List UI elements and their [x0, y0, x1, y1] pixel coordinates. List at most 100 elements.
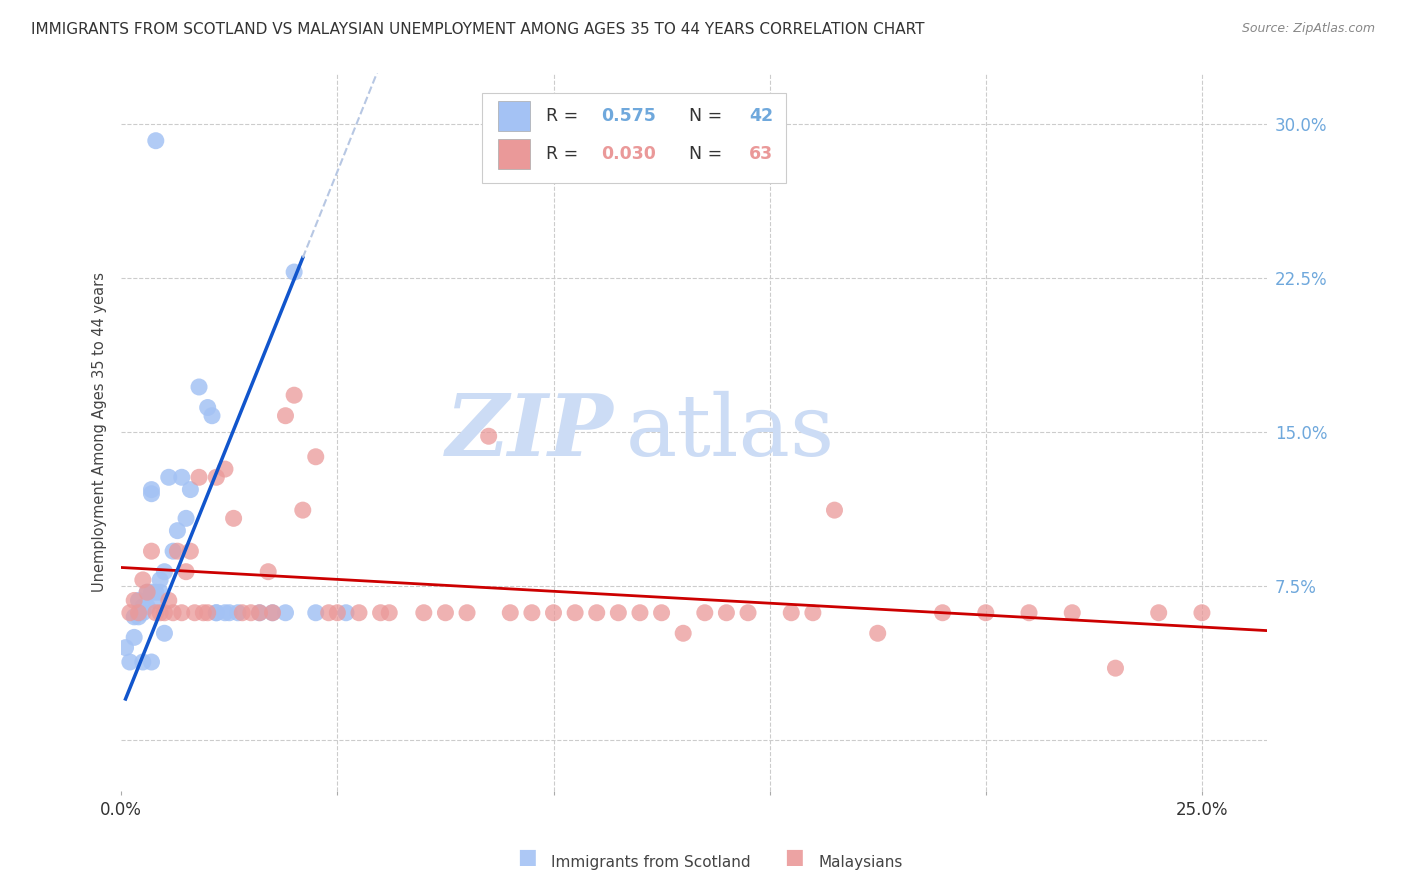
Point — [318, 606, 340, 620]
Point — [179, 483, 201, 497]
Point — [188, 380, 211, 394]
Point — [174, 565, 197, 579]
Point — [149, 585, 172, 599]
Point — [145, 593, 167, 607]
Point — [1191, 606, 1213, 620]
Point — [214, 606, 236, 620]
Point — [257, 565, 280, 579]
Point — [335, 606, 357, 620]
Point — [628, 606, 651, 620]
Point — [716, 606, 738, 620]
Point — [693, 606, 716, 620]
Point — [122, 593, 145, 607]
Point — [283, 265, 305, 279]
Point — [205, 470, 228, 484]
Point — [249, 606, 271, 620]
Point — [193, 606, 215, 620]
Point — [205, 606, 228, 620]
Text: Malaysians: Malaysians — [818, 855, 903, 870]
Point — [201, 409, 224, 423]
Point — [145, 606, 167, 620]
Point — [128, 606, 150, 620]
Point — [174, 511, 197, 525]
Point — [262, 606, 284, 620]
Text: ■: ■ — [785, 847, 804, 866]
Point — [412, 606, 434, 620]
Point — [326, 606, 349, 620]
Point — [128, 593, 150, 607]
Point — [166, 544, 188, 558]
Text: 0.575: 0.575 — [602, 107, 657, 125]
Point — [974, 606, 997, 620]
Point — [157, 470, 180, 484]
Point — [136, 585, 159, 599]
Point — [149, 606, 172, 620]
Point — [737, 606, 759, 620]
Point — [305, 606, 328, 620]
Point — [141, 544, 163, 558]
Text: atlas: atlas — [626, 391, 834, 474]
Point — [132, 599, 155, 614]
Point — [197, 401, 219, 415]
Point — [170, 470, 193, 484]
Bar — [498, 101, 530, 131]
Point — [118, 655, 141, 669]
Point — [205, 606, 228, 620]
Point — [214, 462, 236, 476]
Point — [122, 631, 145, 645]
Point — [141, 655, 163, 669]
Point — [136, 599, 159, 614]
Point — [780, 606, 803, 620]
Point — [222, 511, 245, 525]
Point — [1018, 606, 1040, 620]
Point — [607, 606, 630, 620]
Text: IMMIGRANTS FROM SCOTLAND VS MALAYSIAN UNEMPLOYMENT AMONG AGES 35 TO 44 YEARS COR: IMMIGRANTS FROM SCOTLAND VS MALAYSIAN UN… — [31, 22, 924, 37]
Point — [1062, 606, 1084, 620]
Point — [370, 606, 392, 620]
Point — [585, 606, 607, 620]
Point — [188, 470, 211, 484]
Point — [128, 610, 150, 624]
Point — [166, 524, 188, 538]
Point — [478, 429, 501, 443]
Text: 63: 63 — [749, 145, 773, 163]
Point — [153, 626, 176, 640]
Text: ZIP: ZIP — [446, 391, 614, 474]
Point — [824, 503, 846, 517]
Point — [931, 606, 953, 620]
Point — [179, 544, 201, 558]
Text: R =: R = — [546, 107, 583, 125]
Point — [499, 606, 522, 620]
Bar — [498, 139, 530, 169]
Point — [866, 626, 889, 640]
Point — [801, 606, 824, 620]
Point — [672, 626, 695, 640]
Point — [226, 606, 249, 620]
Point — [136, 585, 159, 599]
Point — [183, 606, 205, 620]
Point — [162, 606, 184, 620]
Y-axis label: Unemployment Among Ages 35 to 44 years: Unemployment Among Ages 35 to 44 years — [93, 272, 107, 592]
Point — [291, 503, 314, 517]
Point — [1104, 661, 1126, 675]
Point — [170, 606, 193, 620]
FancyBboxPatch shape — [482, 93, 786, 183]
Text: 0.030: 0.030 — [602, 145, 657, 163]
Point — [305, 450, 328, 464]
Point — [132, 606, 155, 620]
Text: 42: 42 — [749, 107, 773, 125]
Point — [378, 606, 401, 620]
Text: N =: N = — [678, 145, 728, 163]
Point — [262, 606, 284, 620]
Point — [153, 565, 176, 579]
Text: Source: ZipAtlas.com: Source: ZipAtlas.com — [1241, 22, 1375, 36]
Point — [157, 593, 180, 607]
Point — [543, 606, 565, 620]
Point — [145, 134, 167, 148]
Point — [114, 640, 136, 655]
Point — [145, 585, 167, 599]
Point — [141, 486, 163, 500]
Point — [347, 606, 370, 620]
Point — [231, 606, 253, 620]
Point — [218, 606, 240, 620]
